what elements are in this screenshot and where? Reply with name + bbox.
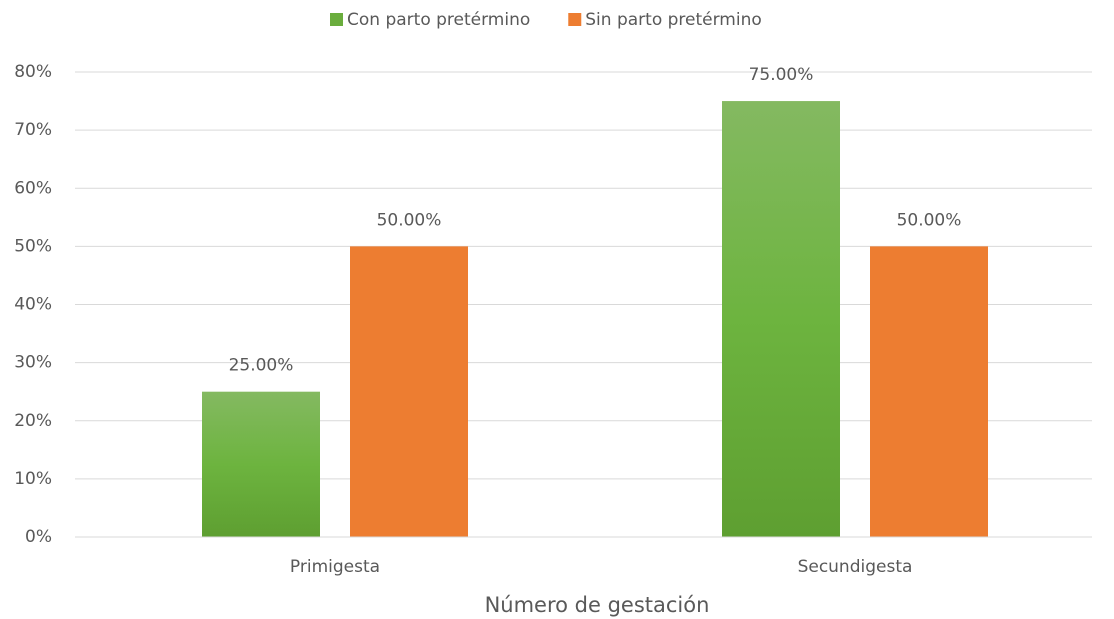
data-label: 25.00% — [229, 356, 294, 376]
data-label: 50.00% — [897, 210, 962, 230]
legend-label: Con parto pretérmino — [347, 10, 530, 30]
bar — [870, 246, 988, 537]
y-tick-label: 50% — [14, 236, 52, 256]
x-axis-title: Número de gestación — [485, 593, 710, 617]
y-tick-label: 70% — [14, 120, 52, 140]
y-tick-label: 40% — [14, 295, 52, 315]
data-label: 75.00% — [749, 65, 814, 85]
y-tick-label: 10% — [14, 469, 52, 489]
y-tick-label: 80% — [14, 62, 52, 82]
bar — [722, 101, 840, 537]
legend-swatch — [330, 13, 343, 26]
x-tick-label: Secundigesta — [798, 557, 913, 577]
y-tick-label: 60% — [14, 178, 52, 198]
y-tick-label: 0% — [25, 527, 52, 547]
bar — [350, 246, 468, 537]
y-tick-label: 20% — [14, 411, 52, 431]
legend-swatch — [568, 13, 582, 26]
bar — [202, 391, 320, 537]
data-label: 50.00% — [377, 210, 442, 230]
x-tick-label: Primigesta — [290, 557, 380, 577]
legend-label: Sin parto pretérmino — [585, 10, 762, 30]
y-tick-label: 30% — [14, 353, 52, 373]
